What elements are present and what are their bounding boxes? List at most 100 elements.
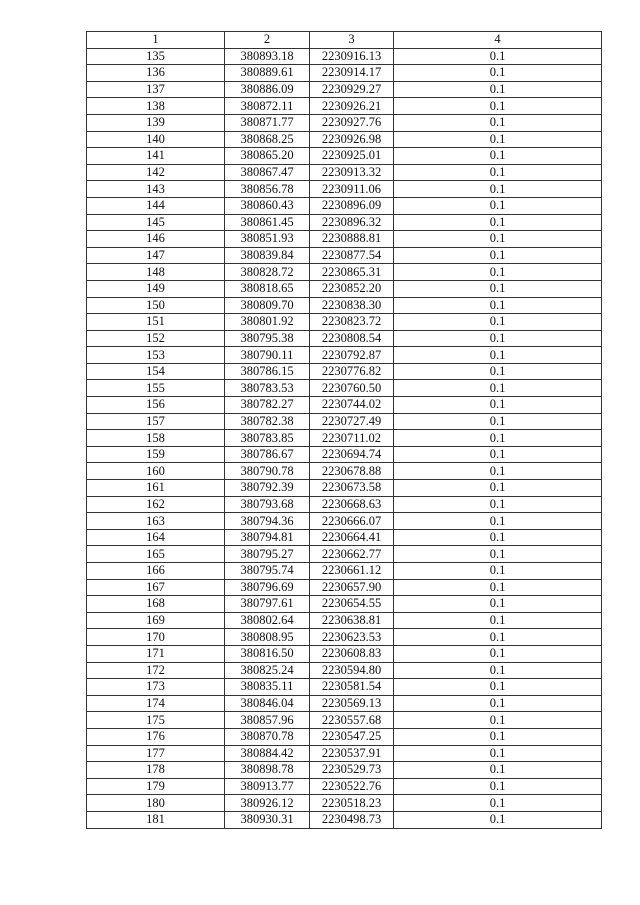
table-cell: 0.1 <box>393 47 602 66</box>
table-cell: 2230838.30 <box>309 296 394 315</box>
table-cell: 2230518.23 <box>309 794 394 812</box>
table-row: 168 380797.61 2230654.55 0.1 <box>86 595 602 613</box>
table-row: 150 380809.70 2230838.30 0.1 <box>86 296 602 315</box>
table-cell: 163 <box>86 512 225 530</box>
table-cell: 2230911.06 <box>309 180 394 198</box>
table-cell: 0.1 <box>393 163 602 182</box>
table-cell: 2230522.76 <box>309 777 394 796</box>
table-cell: 380794.36 <box>224 512 310 530</box>
table-cell: 380783.85 <box>224 429 310 447</box>
table-cell: 149 <box>86 279 225 298</box>
table-cell: 380795.27 <box>224 545 310 563</box>
table-row: 154 380786.15 2230776.82 0.1 <box>86 362 602 381</box>
table-cell: 380782.27 <box>224 396 310 414</box>
table-cell: 164 <box>86 528 225 547</box>
table-row: 162 380793.68 2230668.63 0.1 <box>86 495 602 514</box>
table-cell: 380790.11 <box>224 346 310 364</box>
table-row: 169 380802.64 2230638.81 0.1 <box>86 611 602 630</box>
table-row: 180 380926.12 2230518.23 0.1 <box>86 794 602 812</box>
table-cell: 380926.12 <box>224 794 310 812</box>
table-cell: 380893.18 <box>224 47 310 66</box>
table-row: 177 380884.42 2230537.91 0.1 <box>86 744 602 763</box>
table-cell: 2230776.82 <box>309 362 394 381</box>
table-cell: 2230914.17 <box>309 64 394 82</box>
table-cell: 380868.25 <box>224 130 310 149</box>
table-row: 145 380861.45 2230896.32 0.1 <box>86 213 602 232</box>
table-row: 161 380792.39 2230673.58 0.1 <box>86 479 602 497</box>
table-cell: 0.1 <box>393 346 602 364</box>
table-cell: 380856.78 <box>224 180 310 198</box>
table-cell: 150 <box>86 296 225 315</box>
table-cell: 169 <box>86 611 225 630</box>
table-cell: 151 <box>86 313 225 331</box>
table-cell: 156 <box>86 396 225 414</box>
table-row: 141 380865.20 2230925.01 0.1 <box>86 147 602 165</box>
table-cell: 2230896.09 <box>309 196 394 215</box>
table-cell: 0.1 <box>393 545 602 563</box>
table-row: 175 380857.96 2230557.68 0.1 <box>86 711 602 729</box>
header-row: 1 2 3 4 <box>86 31 602 49</box>
table-cell: 0.1 <box>393 512 602 530</box>
table-cell: 0.1 <box>393 412 602 431</box>
table-cell: 0.1 <box>393 429 602 447</box>
table-cell: 0.1 <box>393 595 602 613</box>
table-row: 160 380790.78 2230678.88 0.1 <box>86 462 602 481</box>
table-cell: 380809.70 <box>224 296 310 315</box>
table-cell: 2230608.83 <box>309 644 394 663</box>
table-cell: 380783.53 <box>224 379 310 398</box>
table-cell: 380786.15 <box>224 362 310 381</box>
table-cell: 153 <box>86 346 225 364</box>
table-row: 139 380871.77 2230927.76 0.1 <box>86 113 602 132</box>
table-cell: 380884.42 <box>224 744 310 763</box>
table-cell: 2230678.88 <box>309 462 394 481</box>
table-row: 153 380790.11 2230792.87 0.1 <box>86 346 602 364</box>
table-cell: 2230896.32 <box>309 213 394 232</box>
table-cell: 142 <box>86 163 225 182</box>
table-cell: 2230623.53 <box>309 628 394 646</box>
table-cell: 172 <box>86 661 225 680</box>
table-cell: 2230668.63 <box>309 495 394 514</box>
table-cell: 380865.20 <box>224 147 310 165</box>
table-row: 147 380839.84 2230877.54 0.1 <box>86 246 602 265</box>
table-cell: 2230664.41 <box>309 528 394 547</box>
table-cell: 157 <box>86 412 225 431</box>
table-cell: 2230557.68 <box>309 711 394 729</box>
table-row: 135 380893.18 2230916.13 0.1 <box>86 47 602 66</box>
table-cell: 380851.93 <box>224 230 310 248</box>
table-cell: 2230666.07 <box>309 512 394 530</box>
table-row: 157 380782.38 2230727.49 0.1 <box>86 412 602 431</box>
header-cell: 2 <box>224 31 310 49</box>
table-cell: 380872.11 <box>224 97 310 115</box>
table-row: 164 380794.81 2230664.41 0.1 <box>86 528 602 547</box>
table-cell: 0.1 <box>393 644 602 663</box>
table-cell: 2230852.20 <box>309 279 394 298</box>
table-cell: 380797.61 <box>224 595 310 613</box>
table-cell: 380913.77 <box>224 777 310 796</box>
table-cell: 380818.65 <box>224 279 310 298</box>
table-cell: 0.1 <box>393 611 602 630</box>
table-cell: 380808.95 <box>224 628 310 646</box>
table-cell: 154 <box>86 362 225 381</box>
table-cell: 2230888.81 <box>309 230 394 248</box>
table-cell: 0.1 <box>393 628 602 646</box>
table-cell: 175 <box>86 711 225 729</box>
table-cell: 144 <box>86 196 225 215</box>
table-cell: 176 <box>86 727 225 746</box>
table-row: 158 380783.85 2230711.02 0.1 <box>86 429 602 447</box>
table-cell: 139 <box>86 113 225 132</box>
table-cell: 2230865.31 <box>309 263 394 281</box>
table-cell: 0.1 <box>393 495 602 514</box>
table-cell: 380846.04 <box>224 694 310 713</box>
table-cell: 380816.50 <box>224 644 310 663</box>
table-cell: 177 <box>86 744 225 763</box>
table-cell: 0.1 <box>393 562 602 580</box>
table-cell: 380886.09 <box>224 80 310 99</box>
table-cell: 0.1 <box>393 113 602 132</box>
table-cell: 0.1 <box>393 528 602 547</box>
table-row: 178 380898.78 2230529.73 0.1 <box>86 761 602 779</box>
table-row: 156 380782.27 2230744.02 0.1 <box>86 396 602 414</box>
table-cell: 2230711.02 <box>309 429 394 447</box>
table-cell: 0.1 <box>393 362 602 381</box>
table-row: 146 380851.93 2230888.81 0.1 <box>86 230 602 248</box>
table-cell: 2230744.02 <box>309 396 394 414</box>
